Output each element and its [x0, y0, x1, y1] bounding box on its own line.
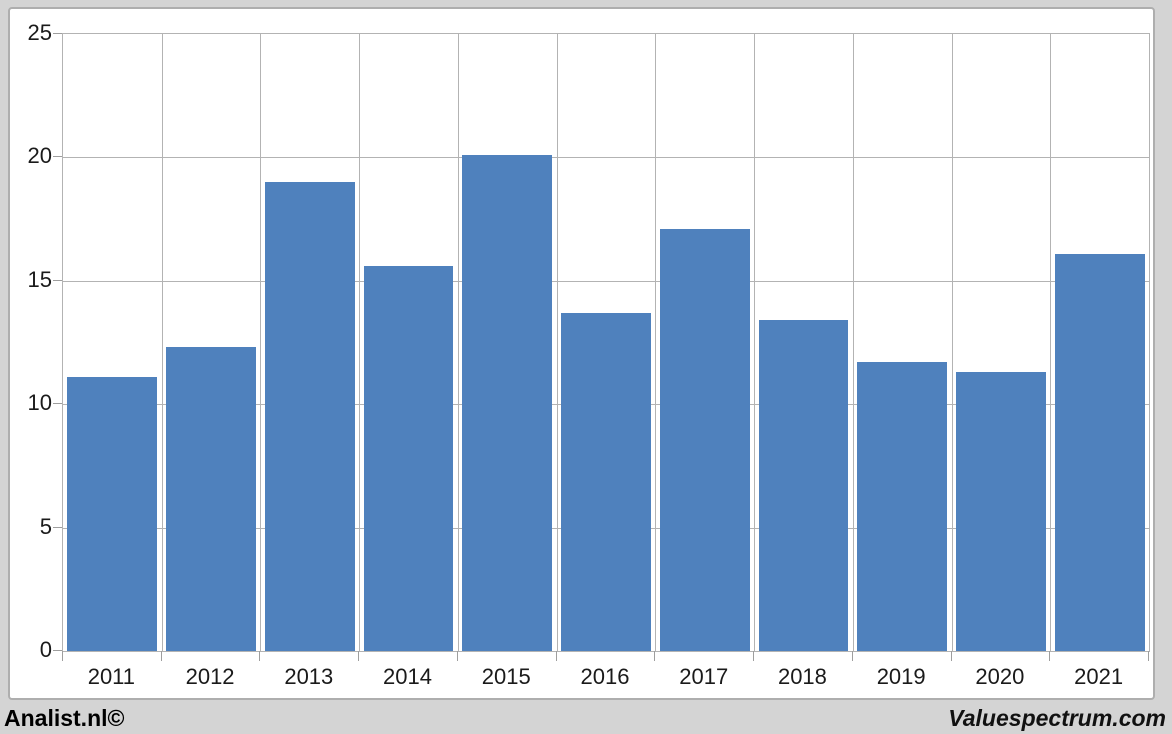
footer-right-brand: Valuespectrum.com	[948, 704, 1166, 731]
x-axis-label-2016: 2016	[580, 664, 630, 689]
bar-2011	[67, 377, 158, 651]
x-tick-8	[851, 651, 853, 661]
footer: Analist.nl© Valuespectrum.com	[0, 702, 1172, 734]
x-axis-label-2018: 2018	[777, 664, 827, 689]
bar-2021	[1054, 253, 1145, 651]
gridline-x-9	[951, 34, 953, 651]
bar-2018	[758, 320, 849, 651]
gridline-x-3	[359, 34, 361, 651]
gridline-x-2	[260, 34, 262, 651]
y-tick-15	[53, 279, 62, 281]
y-axis-label-25: 25	[27, 20, 52, 45]
gridline-x-4	[457, 34, 459, 651]
x-axis-label-2015: 2015	[481, 664, 531, 689]
y-tick-20	[53, 156, 62, 158]
x-axis-label-2020: 2020	[975, 664, 1025, 689]
bar-2016	[561, 312, 651, 651]
gridline-x-8	[852, 34, 854, 651]
gridline-x-10	[1050, 34, 1052, 651]
gridline-x-1	[161, 34, 163, 651]
y-axis-label-15: 15	[27, 266, 52, 292]
x-tick-1	[160, 651, 162, 661]
x-tick-11	[1148, 651, 1149, 661]
x-axis-label-2011: 2011	[87, 664, 136, 689]
y-axis-label-20: 20	[27, 143, 52, 169]
x-tick-5	[555, 651, 557, 661]
plot-area	[62, 33, 1150, 652]
y-axis-label-5: 5	[39, 513, 52, 539]
x-tick-6	[654, 651, 656, 661]
bar-2012	[166, 347, 256, 651]
bar-2017	[659, 228, 750, 651]
x-axis-label-2021: 2021	[1074, 664, 1124, 689]
y-tick-5	[53, 526, 62, 528]
x-tick-4	[456, 651, 458, 661]
chart-panel: 0 5 10 15 20 25 2011 2012 2013 2014 2015 2016 2017 2…	[8, 7, 1155, 700]
footer-left-brand: Analist.nl©	[4, 704, 125, 731]
bar-2014	[363, 266, 454, 651]
gridline-x-5	[556, 34, 558, 651]
x-tick-10	[1049, 651, 1051, 661]
y-tick-10	[53, 403, 62, 405]
y-tick-25	[53, 33, 62, 34]
bar-2015	[462, 154, 553, 651]
x-axis-label-2013: 2013	[284, 664, 334, 689]
x-tick-7	[753, 651, 755, 661]
x-axis-label-2012: 2012	[185, 664, 235, 689]
x-tick-0	[62, 651, 63, 661]
y-axis-label-10: 10	[27, 390, 52, 416]
gridline-y-15	[63, 280, 1149, 282]
bar-2019	[857, 362, 948, 651]
x-tick-2	[259, 651, 261, 661]
x-tick-3	[358, 651, 360, 661]
x-axis-label-2014: 2014	[383, 664, 432, 689]
gridline-x-7	[754, 34, 756, 651]
bar-2020	[955, 372, 1046, 651]
x-axis-label-2017: 2017	[679, 664, 729, 689]
gridline-y-20	[63, 157, 1149, 159]
y-tick-0	[53, 650, 62, 651]
x-axis-label-2019: 2019	[876, 664, 926, 689]
x-tick-9	[950, 651, 952, 661]
bar-2013	[264, 182, 355, 651]
gridline-x-6	[655, 34, 657, 651]
y-axis-label-0: 0	[39, 637, 52, 662]
